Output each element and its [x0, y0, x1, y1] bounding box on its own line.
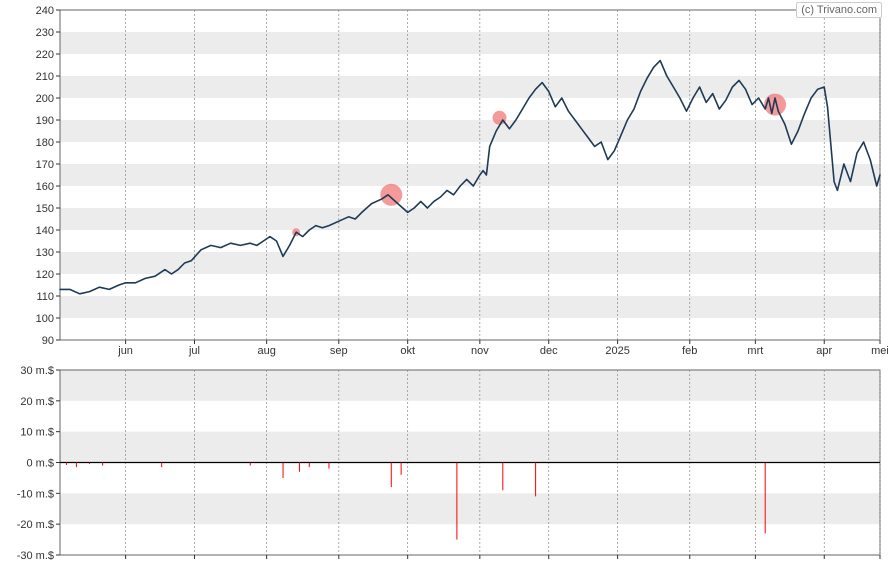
flow-bar	[161, 463, 162, 468]
svg-text:90: 90	[42, 335, 54, 347]
svg-text:nov: nov	[471, 345, 489, 357]
svg-text:180: 180	[36, 137, 54, 149]
svg-text:mrt: mrt	[747, 345, 763, 357]
svg-text:110: 110	[36, 291, 54, 303]
svg-text:140: 140	[36, 225, 54, 237]
svg-text:220: 220	[36, 49, 54, 61]
svg-text:30 m.$: 30 m.$	[20, 365, 54, 377]
svg-text:aug: aug	[257, 345, 275, 357]
flow-bar	[535, 463, 536, 497]
flow-bar	[102, 463, 103, 466]
flow-bar	[391, 463, 392, 488]
svg-text:-10 m.$: -10 m.$	[17, 488, 54, 500]
svg-text:120: 120	[36, 269, 54, 281]
svg-text:dec: dec	[540, 345, 558, 357]
svg-text:2025: 2025	[605, 345, 629, 357]
svg-text:130: 130	[36, 247, 54, 259]
flow-bar	[299, 463, 300, 472]
chart-svg: 90 100 110 120 130 140 150 160 170 180 190 200 210 22…	[0, 0, 888, 565]
flow-bar	[309, 463, 310, 468]
svg-text:10 m.$: 10 m.$	[20, 427, 54, 439]
svg-text:170: 170	[36, 159, 54, 171]
svg-text:jun: jun	[117, 345, 133, 357]
svg-text:160: 160	[36, 181, 54, 193]
svg-text:210: 210	[36, 71, 54, 83]
svg-text:okt: okt	[400, 345, 415, 357]
svg-text:mei: mei	[871, 345, 888, 357]
flow-bar	[401, 463, 402, 475]
svg-text:230: 230	[36, 27, 54, 39]
attribution-label: (c) Trivano.com	[796, 2, 882, 18]
svg-text:apr: apr	[816, 345, 832, 357]
flow-bar	[66, 463, 67, 465]
svg-text:190: 190	[36, 115, 54, 127]
flow-bar	[283, 463, 284, 478]
flow-bar	[89, 463, 90, 465]
flow-bar	[765, 463, 766, 534]
flow-bar	[76, 463, 77, 468]
svg-text:150: 150	[36, 203, 54, 215]
svg-text:-20 m.$: -20 m.$	[17, 519, 54, 531]
event-marker	[380, 184, 402, 206]
svg-text:240: 240	[36, 5, 54, 17]
flow-bar	[328, 463, 329, 469]
stock-chart-container: 90 100 110 120 130 140 150 160 170 180 190 200 210 22…	[0, 0, 888, 565]
svg-text:100: 100	[36, 313, 54, 325]
svg-text:jul: jul	[188, 345, 200, 357]
svg-text:-30 m.$: -30 m.$	[17, 550, 54, 562]
svg-text:feb: feb	[682, 345, 697, 357]
flow-bar	[250, 463, 251, 466]
svg-text:sep: sep	[330, 345, 348, 357]
svg-text:200: 200	[36, 93, 54, 105]
flow-bar	[456, 463, 457, 540]
svg-text:0 m.$: 0 m.$	[26, 458, 54, 470]
svg-text:20 m.$: 20 m.$	[20, 396, 54, 408]
flow-bar	[502, 463, 503, 491]
